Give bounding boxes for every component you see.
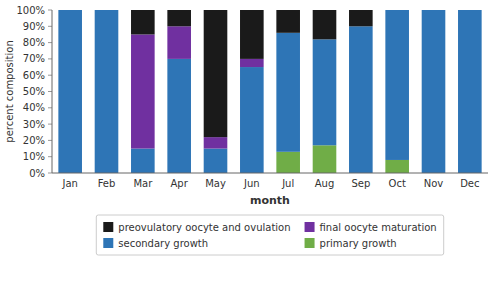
y-tick-label: 10% [23,151,45,162]
legend-item: primary growth [305,238,397,249]
legend-swatch [305,238,315,248]
y-tick [48,91,52,92]
bar-segment [240,59,264,67]
bar-segment [458,10,482,11]
bar-segment [385,160,409,173]
bar-segment [349,26,373,173]
x-tick-label: Mar [133,178,153,189]
bar-segment [167,10,191,26]
legend-item: final oocyte maturation [305,222,437,233]
bar-segment [167,26,191,59]
y-tick-label: 100% [16,5,45,16]
y-axis: 0% 10% 20% 30% 40% 50% 60% 70% 80% 90% 100% [16,5,52,179]
bar-segment [167,59,191,173]
legend-frame [96,215,443,255]
x-tick-label: Jan [61,178,77,189]
y-tick-label: 90% [23,21,45,32]
y-tick-label: 60% [23,70,45,81]
bar-segment [313,10,337,39]
bar-segment [240,67,264,173]
bar-segment [58,10,82,11]
x-axis-label: month [250,194,290,207]
bar-segment [95,10,119,11]
chart: 0% 10% 20% 30% 40% 50% 60% 70% 80% 90% 100% Jan Feb M… [0,0,500,285]
y-axis-line [52,10,53,173]
bar-segment [95,10,119,11]
x-tick-label: Jul [281,178,294,189]
bar-segment [240,10,264,59]
y-tick [48,173,52,174]
bar-segment [313,39,337,145]
bar-segment [422,10,446,11]
y-tick [48,58,52,59]
legend-swatch [305,222,315,232]
x-tick-label: Apr [171,178,189,189]
bar-segment [204,149,228,173]
x-tick-label: May [205,178,226,189]
legend-label: secondary growth [118,238,208,249]
x-tick-label: Aug [315,178,335,189]
y-axis-label: percent composition [4,40,15,142]
bar-segment [204,137,228,148]
bars [58,10,481,173]
bar-segment [349,10,373,26]
y-tick [48,156,52,157]
legend-label: preovulatory oocyte and ovulation [118,222,290,233]
y-tick [48,42,52,43]
legend-swatch [103,238,113,248]
y-tick-label: 70% [23,53,45,64]
bar-segment [458,10,482,173]
bar-segment [313,145,337,173]
y-tick [48,124,52,125]
bar-segment [131,10,155,34]
x-tick-label: Sep [351,178,370,189]
bar-segment [276,152,300,173]
bar-segment [422,10,446,11]
y-tick-label: 30% [23,119,45,130]
bar-segment [385,10,409,11]
x-tick-label: Dec [460,178,479,189]
y-tick [48,107,52,108]
bar-segment [131,149,155,173]
legend-label: final oocyte maturation [320,222,437,233]
y-tick [48,10,52,11]
bar-segment [458,10,482,11]
bar-segment [95,10,119,173]
y-tick [48,140,52,141]
x-tick-label: Jun [243,178,260,189]
bar-segment [58,10,82,11]
bar-segment [385,10,409,11]
y-tick-label: 50% [23,86,45,97]
y-tick [48,75,52,76]
bar-segment [204,10,228,137]
legend-label: primary growth [320,238,397,249]
x-tick-label: Nov [424,178,444,189]
x-tick-label: Feb [98,178,116,189]
bar-segment [58,10,82,173]
y-tick-label: 0% [29,168,45,179]
legend-item: secondary growth [103,238,208,249]
legend-item: preovulatory oocyte and ovulation [103,222,290,233]
bar-segment [385,10,409,160]
legend-swatch [103,222,113,232]
y-tick-label: 20% [23,135,45,146]
y-tick-label: 80% [23,37,45,48]
x-axis-line [52,173,488,174]
y-tick [48,26,52,27]
bar-segment [276,10,300,33]
x-tick-label: Oct [389,178,406,189]
bar-segment [131,34,155,148]
legend: preovulatory oocyte and ovulation final o… [96,215,443,255]
bar-segment [422,10,446,173]
y-tick-label: 40% [23,102,45,113]
bar-segment [276,33,300,152]
